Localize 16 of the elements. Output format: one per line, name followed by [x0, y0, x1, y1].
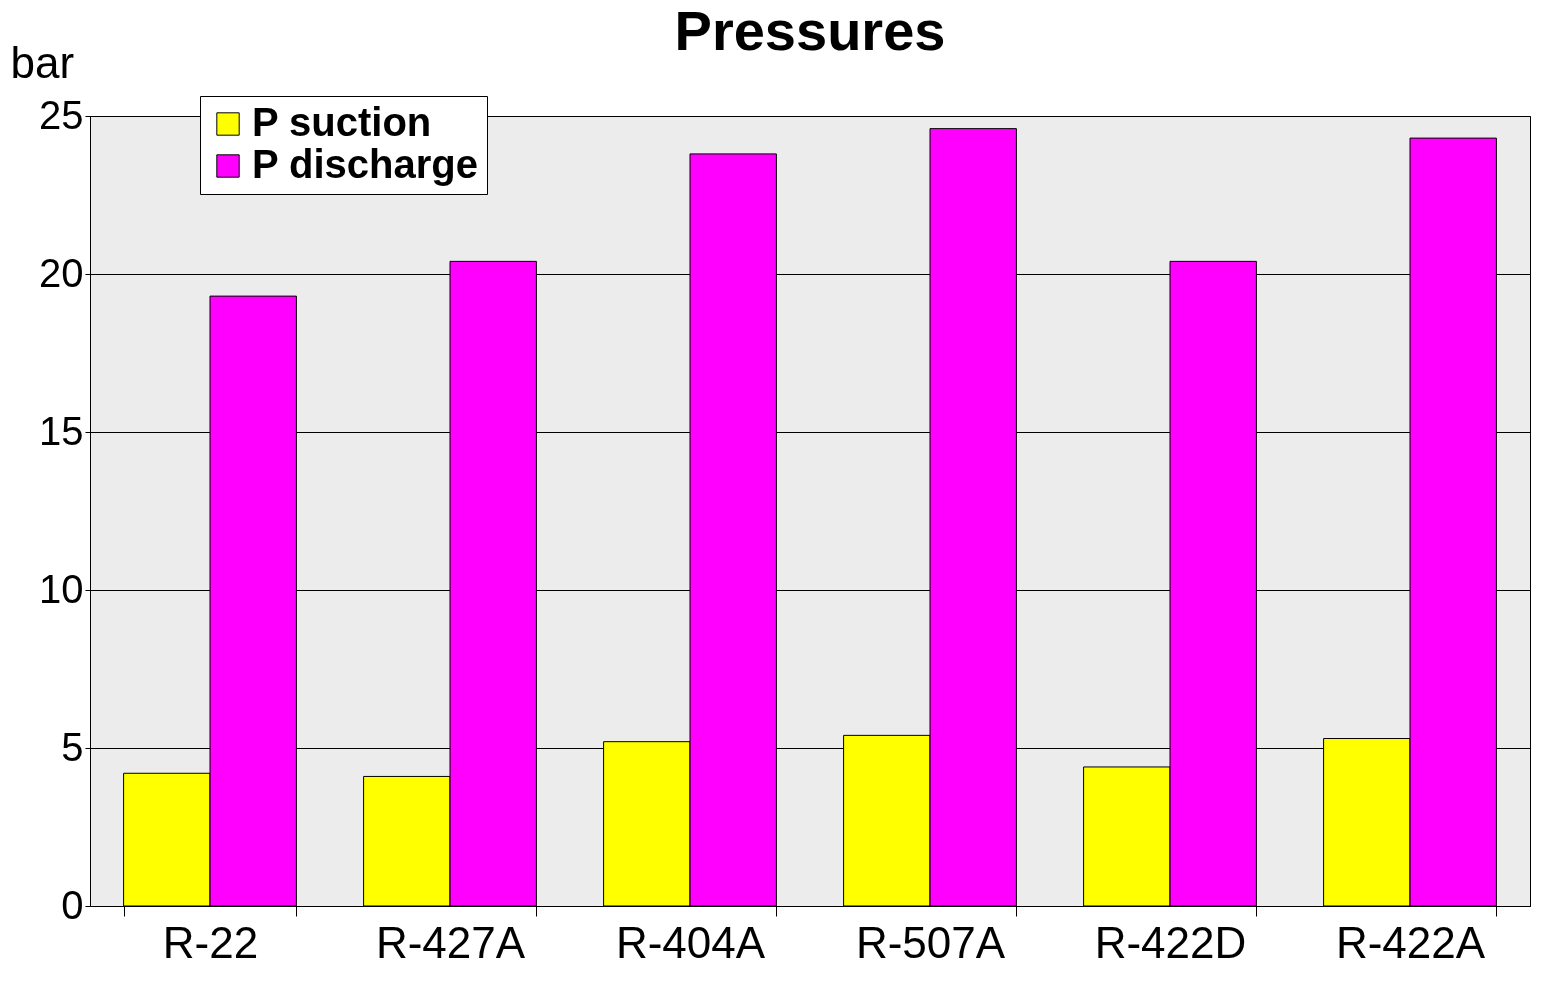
y-tick-label: 10 [39, 566, 84, 611]
x-tick-label: R-404A [615, 917, 766, 967]
y-tick-label: 25 [39, 92, 84, 137]
x-tick-label: R-422D [1094, 917, 1247, 967]
chart-title: Pressures [674, 0, 946, 62]
y-axis-title: bar [10, 37, 75, 87]
y-tick-label: 5 [61, 724, 84, 769]
x-tick-label: R-507A [855, 917, 1006, 967]
x-tick-label: R-422A [1335, 917, 1486, 967]
y-tick-label: 20 [39, 250, 84, 295]
x-tick-label: R-427A [375, 917, 526, 967]
legend-label: P suction [252, 100, 432, 144]
x-tick-label: R-22 [162, 917, 259, 967]
y-tick-label: 15 [39, 408, 84, 453]
y-tick-label: 0 [61, 882, 84, 927]
legend-label: P discharge [252, 142, 479, 186]
